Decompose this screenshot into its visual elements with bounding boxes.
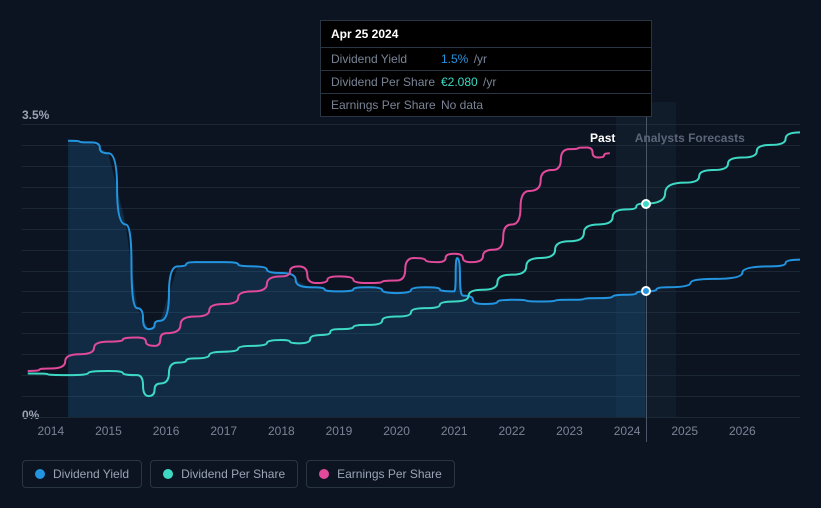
legend-swatch [163,469,173,479]
plot-area[interactable]: Past Analysts Forecasts [22,124,800,417]
x-tick: 2016 [153,424,180,438]
legend-item[interactable]: Dividend Per Share [150,460,298,488]
legend-swatch [319,469,329,479]
y-axis-max: 3.5% [22,108,49,122]
tooltip-value: €2.080 [441,75,478,89]
tooltip-row: Dividend Per Share€2.080 /yr [321,71,651,94]
tooltip-value: No data [441,98,483,112]
x-tick: 2026 [729,424,756,438]
gridline [22,417,800,418]
legend-swatch [35,469,45,479]
tooltip-unit: /yr [470,52,487,66]
series-marker [641,199,651,209]
x-axis: 2014 2015 2016 2017 2018 2019 2020 2021 2022 2023… [22,424,800,444]
legend-item[interactable]: Earnings Per Share [306,460,455,488]
x-tick: 2022 [498,424,525,438]
chart-tooltip: Apr 25 2024 Dividend Yield1.5% /yrDivide… [320,20,652,117]
x-tick: 2021 [441,424,468,438]
tooltip-label: Dividend Per Share [331,75,441,89]
dividend-chart: Apr 25 2024 Dividend Yield1.5% /yrDivide… [0,0,821,508]
legend-label: Earnings Per Share [337,467,442,481]
tooltip-row: Earnings Per ShareNo data [321,94,651,116]
past-label: Past [590,131,615,145]
tooltip-row: Dividend Yield1.5% /yr [321,48,651,71]
x-tick: 2023 [556,424,583,438]
x-tick: 2019 [326,424,353,438]
tooltip-label: Dividend Yield [331,52,441,66]
x-tick: 2017 [210,424,237,438]
tooltip-value: 1.5% [441,52,468,66]
x-tick: 2015 [95,424,122,438]
legend-item[interactable]: Dividend Yield [22,460,142,488]
x-tick: 2025 [671,424,698,438]
tooltip-unit: /yr [480,75,497,89]
tooltip-label: Earnings Per Share [331,98,441,112]
series-marker [641,286,651,296]
legend: Dividend Yield Dividend Per Share Earnings… [22,460,455,488]
x-tick: 2014 [37,424,64,438]
legend-label: Dividend Yield [53,467,129,481]
x-tick: 2018 [268,424,295,438]
x-tick: 2024 [614,424,641,438]
x-tick: 2020 [383,424,410,438]
tooltip-date: Apr 25 2024 [321,21,651,48]
legend-label: Dividend Per Share [181,467,285,481]
forecast-label: Analysts Forecasts [635,131,745,145]
chart-lines [22,124,800,417]
